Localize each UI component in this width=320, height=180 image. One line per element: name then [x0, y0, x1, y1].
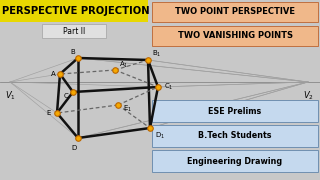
Text: C$_1$: C$_1$	[164, 82, 174, 92]
Text: $V_2$: $V_2$	[302, 89, 314, 102]
Text: Engineering Drawing: Engineering Drawing	[188, 156, 283, 165]
Bar	[42, 24, 106, 38]
Text: C: C	[64, 93, 68, 99]
Text: E$_1$: E$_1$	[124, 104, 132, 114]
Text: D: D	[71, 145, 76, 151]
Text: B$_1$: B$_1$	[152, 49, 162, 59]
Text: A$_1$: A$_1$	[119, 60, 129, 70]
Bar	[152, 26, 318, 46]
Bar	[152, 125, 318, 147]
Bar	[152, 150, 318, 172]
Text: ESE Prelims: ESE Prelims	[208, 107, 262, 116]
Text: TWO VANISHING POINTS: TWO VANISHING POINTS	[178, 31, 292, 40]
Text: Part II: Part II	[63, 26, 85, 35]
Text: A: A	[51, 71, 55, 77]
Text: E: E	[47, 110, 51, 116]
Text: D$_1$: D$_1$	[155, 131, 165, 141]
Text: PERSPECTIVE PROJECTION: PERSPECTIVE PROJECTION	[2, 6, 150, 16]
Text: B: B	[71, 49, 76, 55]
Text: TWO POINT PERSPECTIVE: TWO POINT PERSPECTIVE	[175, 8, 295, 17]
Bar	[0, 0, 148, 22]
Bar	[152, 2, 318, 22]
Bar	[152, 100, 318, 122]
Text: B.Tech Students: B.Tech Students	[198, 132, 272, 141]
Text: $V_1$: $V_1$	[4, 89, 15, 102]
